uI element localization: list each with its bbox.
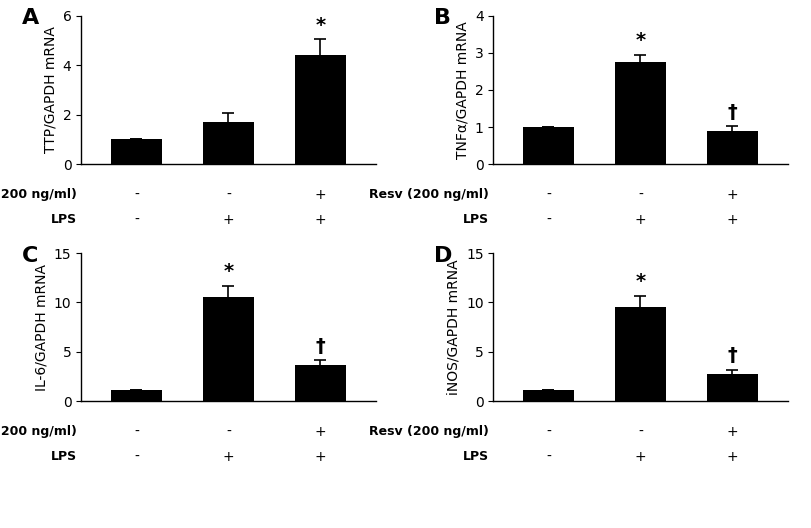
Text: LPS: LPS [462, 213, 488, 226]
Text: †: † [727, 103, 736, 122]
Text: +: + [314, 213, 326, 227]
Bar [522, 127, 573, 164]
Text: *: * [635, 31, 645, 50]
Text: +: + [222, 450, 234, 464]
Text: -: - [225, 425, 230, 439]
Bar [203, 122, 253, 164]
Bar [111, 390, 161, 401]
Text: *: * [635, 272, 645, 291]
Text: -: - [134, 188, 139, 202]
Text: B: B [434, 8, 451, 29]
Text: -: - [545, 213, 550, 227]
Text: D: D [434, 246, 453, 266]
Bar [111, 139, 161, 164]
Bar [294, 365, 345, 401]
Text: +: + [634, 213, 646, 227]
Text: -: - [545, 188, 550, 202]
Text: -: - [134, 425, 139, 439]
Bar [522, 390, 573, 401]
Y-axis label: IL-6/GAPDH mRNA: IL-6/GAPDH mRNA [34, 263, 48, 391]
Bar [203, 297, 253, 401]
Text: -: - [637, 188, 642, 202]
Text: +: + [314, 425, 326, 439]
Text: -: - [545, 450, 550, 464]
Bar [294, 55, 345, 164]
Text: +: + [314, 188, 326, 202]
Text: +: + [726, 188, 737, 202]
Text: -: - [545, 425, 550, 439]
Bar [706, 374, 757, 401]
Text: *: * [223, 262, 233, 281]
Text: †: † [727, 346, 736, 365]
Text: +: + [634, 450, 646, 464]
Text: C: C [22, 246, 39, 266]
Bar [706, 131, 757, 164]
Text: +: + [726, 450, 737, 464]
Text: Resv (200 ng/ml): Resv (200 ng/ml) [0, 426, 77, 438]
Text: LPS: LPS [51, 450, 77, 463]
Y-axis label: TNFα/GAPDH mRNA: TNFα/GAPDH mRNA [455, 21, 469, 159]
Y-axis label: iNOS/GAPDH mRNA: iNOS/GAPDH mRNA [446, 259, 460, 395]
Text: A: A [22, 8, 40, 29]
Text: -: - [637, 425, 642, 439]
Text: Resv (200 ng/ml): Resv (200 ng/ml) [0, 188, 77, 201]
Text: LPS: LPS [51, 213, 77, 226]
Bar [615, 62, 665, 164]
Text: -: - [134, 450, 139, 464]
Text: -: - [134, 213, 139, 227]
Text: Resv (200 ng/ml): Resv (200 ng/ml) [369, 188, 488, 201]
Text: LPS: LPS [462, 450, 488, 463]
Text: †: † [315, 337, 325, 356]
Y-axis label: TTP/GAPDH mRNA: TTP/GAPDH mRNA [43, 26, 57, 154]
Bar [615, 307, 665, 401]
Text: +: + [726, 213, 737, 227]
Text: +: + [314, 450, 326, 464]
Text: Resv (200 ng/ml): Resv (200 ng/ml) [369, 426, 488, 438]
Text: +: + [222, 213, 234, 227]
Text: *: * [315, 16, 325, 35]
Text: +: + [726, 425, 737, 439]
Text: -: - [225, 188, 230, 202]
